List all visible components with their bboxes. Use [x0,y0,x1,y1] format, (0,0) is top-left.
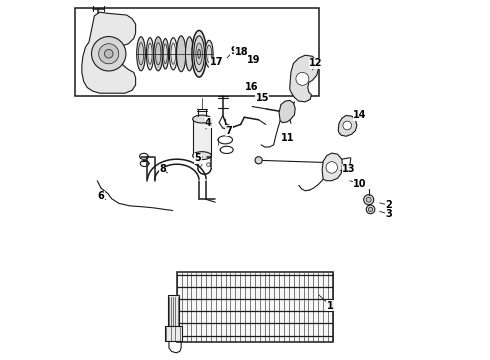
Text: 8: 8 [159,164,166,174]
Ellipse shape [147,38,153,70]
Text: 6: 6 [98,191,104,201]
Polygon shape [290,55,318,102]
Text: 12: 12 [309,58,323,68]
Bar [193,119,211,156]
Text: 7: 7 [225,126,232,135]
Circle shape [92,37,126,71]
Ellipse shape [154,37,163,71]
Polygon shape [279,100,295,123]
Bar [166,326,181,341]
Ellipse shape [196,43,202,64]
Bar [177,272,333,342]
Circle shape [366,205,375,214]
Polygon shape [82,12,136,93]
Bar [74,8,318,96]
Ellipse shape [197,49,200,58]
Ellipse shape [162,39,169,69]
Ellipse shape [192,31,206,77]
Ellipse shape [193,152,211,159]
Text: 5: 5 [195,153,201,163]
Ellipse shape [205,40,213,67]
Text: 15: 15 [255,93,269,103]
Bar [168,295,179,327]
Text: 9: 9 [230,46,237,56]
Polygon shape [338,116,357,136]
Text: 11: 11 [281,133,294,143]
Ellipse shape [193,115,211,123]
Ellipse shape [176,36,186,72]
Circle shape [326,162,338,173]
Circle shape [98,44,119,64]
Circle shape [337,163,342,168]
Circle shape [368,207,373,212]
Text: 10: 10 [353,179,367,189]
Text: 18: 18 [235,46,248,57]
Text: 2: 2 [385,200,392,210]
Text: 13: 13 [342,164,356,174]
Ellipse shape [170,38,177,70]
Text: 17: 17 [210,57,223,67]
Ellipse shape [186,37,194,71]
Text: 19: 19 [247,55,261,65]
Text: 14: 14 [353,111,367,121]
Circle shape [343,121,351,130]
Circle shape [104,49,113,58]
Ellipse shape [194,36,204,72]
Ellipse shape [137,37,146,71]
Text: 3: 3 [385,209,392,219]
Circle shape [366,197,371,202]
Polygon shape [322,153,343,181]
Text: 1: 1 [327,301,334,311]
Text: 4: 4 [205,118,212,128]
Circle shape [364,195,374,205]
Circle shape [296,72,309,85]
Text: 16: 16 [245,82,258,93]
Circle shape [255,157,262,164]
